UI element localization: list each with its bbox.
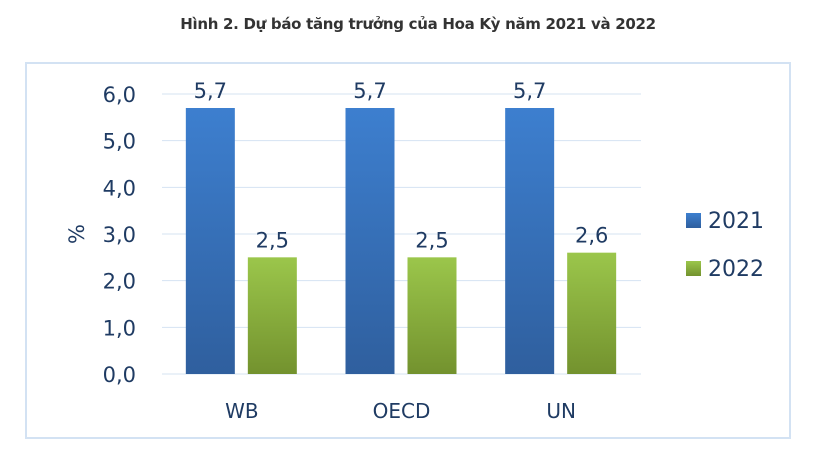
data-label: 5,7 (194, 79, 227, 103)
bar-un-2021 (505, 108, 555, 374)
y-axis-label: % (65, 224, 89, 244)
legend-swatch-2022 (686, 261, 701, 276)
legend-label-2021: 2021 (708, 209, 764, 234)
data-label: 2,6 (575, 224, 608, 248)
data-label: 5,7 (513, 79, 546, 103)
bar-oecd-2022 (407, 257, 457, 374)
x-tick-label: UN (546, 399, 576, 423)
data-label: 2,5 (415, 228, 448, 252)
chart-frame (25, 62, 791, 439)
y-tick-label: 0,0 (103, 363, 136, 387)
bar-oecd-2021 (345, 108, 395, 374)
legend-label-2022: 2022 (708, 257, 764, 282)
y-tick-label: 4,0 (103, 176, 136, 200)
y-tick-label: 5,0 (103, 130, 136, 154)
chart-title: Hình 2. Dự báo tăng trưởng của Hoa Kỳ nă… (180, 15, 656, 33)
bar-un-2022 (567, 252, 617, 374)
bar-wb-2022 (247, 257, 297, 374)
x-tick-label: WB (225, 399, 259, 423)
x-tick-label: OECD (373, 399, 431, 423)
y-tick-label: 2,0 (103, 270, 136, 294)
y-tick-label: 1,0 (103, 316, 136, 340)
y-tick-label: 6,0 (103, 83, 136, 107)
data-label: 2,5 (256, 228, 289, 252)
data-label: 5,7 (353, 79, 386, 103)
legend-swatch-2021 (686, 213, 701, 228)
bar-wb-2021 (185, 108, 235, 374)
y-tick-label: 3,0 (103, 223, 136, 247)
